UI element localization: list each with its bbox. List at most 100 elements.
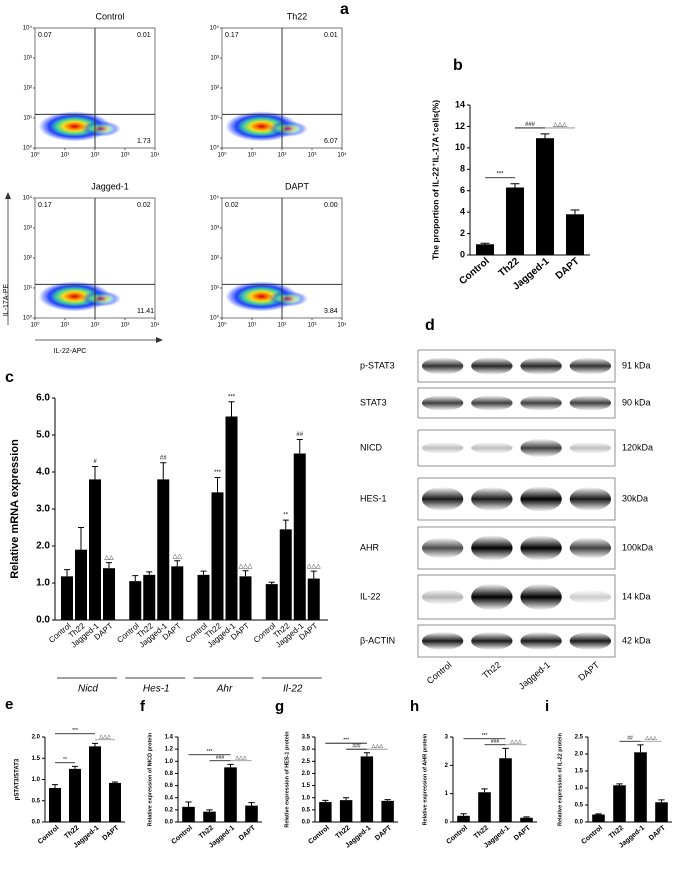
y-tick-label: 10⁰ — [23, 315, 33, 322]
x-tick-label: Th22 — [63, 825, 80, 841]
y-tick-label: 10 — [455, 142, 465, 152]
error-bar — [637, 744, 644, 753]
bar — [245, 805, 258, 822]
y-axis-label: pSTAT3/STAT3 — [15, 758, 21, 800]
significance-mark: ## — [296, 432, 303, 438]
y-tick-label: 10⁴ — [23, 25, 33, 32]
error-bar — [480, 242, 490, 245]
protein-label: AHR — [360, 542, 380, 552]
y-tick-label: 2.5 — [575, 735, 584, 741]
x-tick-label: Control — [445, 825, 469, 846]
size-label: 91 kDa — [622, 360, 651, 370]
x-tick-label: Control — [37, 825, 61, 846]
blot-band — [520, 631, 562, 651]
x-tick-label: Control — [580, 825, 604, 846]
blot-band — [520, 357, 562, 375]
x-tick-label: 10² — [91, 153, 100, 159]
group-label: Hes-1 — [143, 684, 170, 695]
blot-band — [421, 631, 464, 651]
plot-title: Control — [95, 11, 124, 21]
error-bar — [78, 527, 84, 550]
bar — [89, 479, 101, 620]
error-bar — [160, 462, 167, 480]
x-tick-label: Control — [457, 256, 491, 287]
x-tick-label: 10¹ — [248, 153, 257, 159]
y-axis-label: Relative expression of IL-22 protein — [557, 732, 563, 826]
error-bar — [174, 560, 181, 567]
blot-band — [569, 631, 612, 651]
blot-band — [569, 589, 612, 605]
y-axis-label: The proportion of IL-22⁺IL-17A⁺cells(%) — [430, 100, 440, 260]
y-tick-label: 10¹ — [23, 286, 32, 292]
y-tick-label: 0 — [460, 249, 465, 259]
y-tick-label: 0.0 — [32, 820, 41, 826]
x-tick-label: Th22 — [335, 825, 352, 841]
y-tick-label: 1.5 — [575, 769, 584, 775]
blot-band — [520, 535, 562, 561]
error-bar — [72, 765, 78, 769]
plot-title: DAPT — [285, 181, 310, 191]
error-bar — [570, 209, 580, 215]
error-bar — [214, 477, 221, 493]
bracket-label: ### — [525, 122, 536, 128]
x-tick-label: 10⁴ — [150, 322, 160, 329]
dot-cloud — [81, 120, 121, 137]
lane-label: Control — [425, 660, 454, 686]
panel-label: h — [410, 698, 419, 715]
panel-label: b — [453, 57, 463, 74]
protein-label: HES-1 — [360, 493, 387, 503]
y-tick-label: 0.4 — [165, 795, 174, 801]
error-bar — [206, 809, 213, 812]
x-tick-label: 10¹ — [61, 323, 70, 329]
error-bar — [52, 784, 58, 788]
y-tick-label: 10¹ — [210, 116, 219, 122]
plot-title: Jagged-1 — [91, 181, 129, 191]
blot-band — [471, 487, 513, 511]
x-tick-label: 10¹ — [248, 323, 257, 329]
protein-label: NICD — [360, 442, 382, 452]
y-tick-label: 1.5 — [302, 783, 311, 789]
blot-band — [569, 395, 612, 411]
blot-band — [520, 583, 562, 611]
y-tick-label: 0.5 — [575, 803, 584, 809]
error-bar — [384, 799, 391, 801]
y-tick-label: 1 — [445, 791, 449, 797]
y-tick-label: 12 — [455, 121, 465, 131]
bracket-label: *** — [72, 728, 78, 734]
error-bar — [112, 781, 118, 783]
bar — [109, 782, 121, 822]
error-bar — [227, 763, 234, 768]
x-tick-label: DAPT — [238, 824, 258, 842]
x-tick-label: DAPT — [101, 824, 121, 842]
size-label: 14 kDa — [622, 591, 651, 601]
quadrant-value: 0.17 — [38, 202, 52, 209]
error-bar — [296, 438, 303, 454]
x-tick-label: 10⁴ — [337, 152, 347, 159]
blot-band — [471, 357, 513, 375]
bracket-label: ## — [627, 736, 633, 742]
y-tick-label: 10² — [210, 256, 219, 262]
quadrant-value: 0.07 — [38, 32, 52, 39]
bar — [293, 453, 306, 620]
group-label: Il-22 — [283, 684, 303, 695]
y-axis-label: IL-17A-PE — [3, 284, 10, 317]
group-label: Ahr — [216, 684, 233, 695]
bar — [307, 578, 320, 620]
blot-band — [569, 487, 612, 511]
y-tick-label: 0.8 — [165, 771, 174, 777]
blot-band — [421, 441, 464, 455]
error-bar — [481, 788, 488, 793]
significance-mark: # — [93, 459, 97, 465]
y-tick-label: 0.0 — [36, 615, 50, 626]
x-tick-label: 10¹ — [61, 153, 70, 159]
y-tick-label: 0.6 — [165, 783, 174, 789]
x-tick-label: 10⁰ — [217, 322, 227, 329]
x-tick-label: DAPT — [554, 256, 582, 282]
bar — [75, 549, 87, 620]
y-tick-label: 0.0 — [302, 820, 311, 826]
bar — [319, 802, 332, 822]
y-tick-label: 10² — [210, 86, 219, 92]
error-bar — [310, 570, 317, 579]
x-tick-label: DAPT — [648, 824, 668, 842]
x-tick-label: Th22 — [198, 825, 215, 841]
